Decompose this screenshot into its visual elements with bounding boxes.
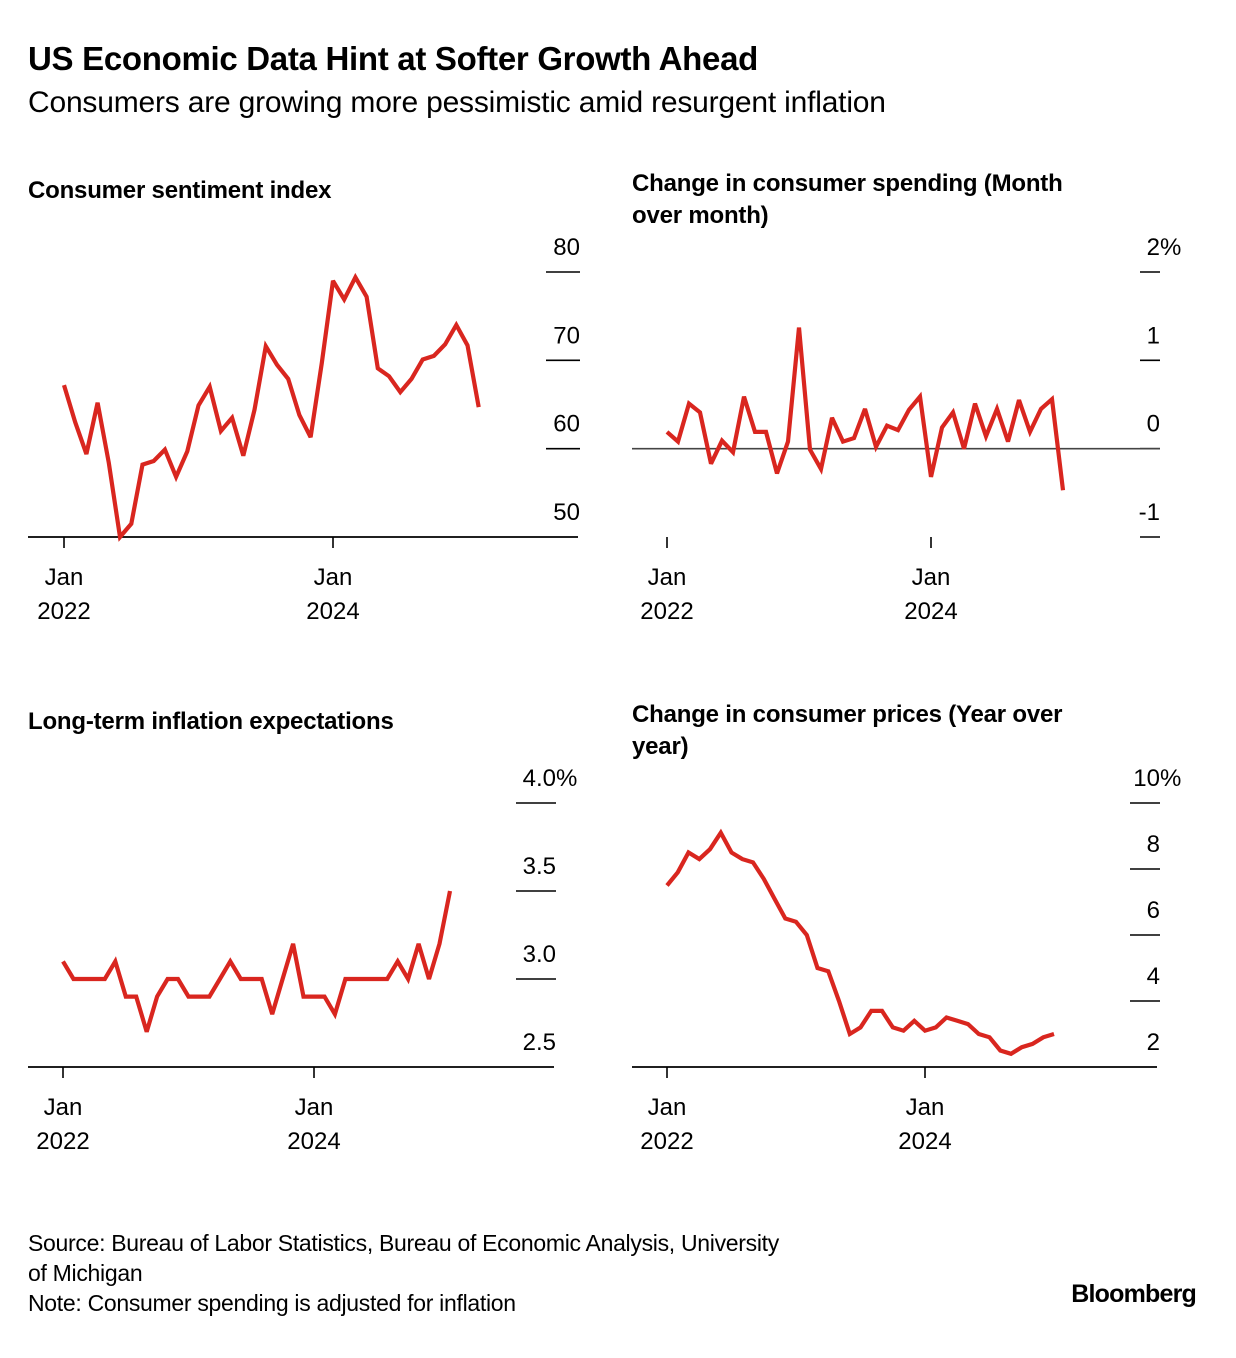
footer-notes: Source: Bureau of Labor Statistics, Bure… xyxy=(28,1228,779,1318)
x-tick-label-month: Jan xyxy=(45,564,84,591)
y-tick-label: 3.5 xyxy=(523,853,556,880)
chart-title: US Economic Data Hint at Softer Growth A… xyxy=(28,40,758,77)
y-tick-label: 1 xyxy=(1147,322,1160,349)
x-tick-label-year: 2022 xyxy=(640,598,693,625)
series-line-inflation_expectations xyxy=(61,890,453,1033)
chart-panel-cpi: 10 % 8 6 4 2 Jan 2022 Jan 2024 xyxy=(632,765,1181,1155)
y-tick-label: 80 xyxy=(553,234,580,261)
panel-title-spending: Change in consumer spending (Month over … xyxy=(632,168,1063,232)
panel-title-line: Change in consumer spending (Month xyxy=(632,170,1063,197)
x-tick-label-month: Jan xyxy=(648,1094,687,1121)
x-tick-label-year: 2024 xyxy=(904,598,957,625)
chart-panel-sentiment: 80 70 60 50 Jan 2022 Jan 2024 xyxy=(28,234,580,625)
x-tick-label-month: Jan xyxy=(906,1094,945,1121)
x-tick-label-year: 2022 xyxy=(640,1128,693,1155)
panel-title-cpi: Change in consumer prices (Year over yea… xyxy=(632,699,1062,763)
chart-panel-inflation_expectations: 4.0 % 3.5 3.0 2.5 Jan 2022 Jan 2024 xyxy=(28,765,577,1155)
y-tick-label: 4 xyxy=(1147,963,1160,990)
bloomberg-logo: Bloomberg xyxy=(1071,1280,1197,1308)
panel-title-line: Long-term inflation expectations xyxy=(28,708,394,735)
x-tick-label-month: Jan xyxy=(912,564,951,591)
note-line: Note: Consumer spending is adjusted for … xyxy=(28,1290,516,1316)
x-tick-label-year: 2024 xyxy=(898,1128,951,1155)
x-tick-label-year: 2024 xyxy=(287,1128,340,1155)
y-tick-label: -1 xyxy=(1139,499,1160,526)
panel-title-line: year) xyxy=(632,733,689,760)
y-tick-label: 70 xyxy=(553,322,580,349)
chart-subtitle: Consumers are growing more pessimistic a… xyxy=(28,86,886,119)
panel-title-sentiment: Consumer sentiment index xyxy=(28,175,331,207)
y-tick-unit: % xyxy=(1160,765,1181,792)
y-tick-label: 4.0 xyxy=(523,765,556,792)
x-tick-label-year: 2022 xyxy=(37,598,90,625)
series-line-sentiment xyxy=(61,272,481,542)
panel-title-line: Consumer sentiment index xyxy=(28,177,332,204)
y-tick-unit: % xyxy=(1160,234,1181,261)
x-tick-label-year: 2022 xyxy=(36,1128,89,1155)
chart-panel-spending: 2 % 1 0 -1 Jan 2022 Jan 2024 xyxy=(632,234,1181,625)
y-tick-label: 6 xyxy=(1147,897,1160,924)
y-tick-label: 10 xyxy=(1133,765,1160,792)
y-tick-label: 0 xyxy=(1147,411,1160,438)
panel-title-inflation-expectations: Long-term inflation expectations xyxy=(28,706,394,738)
y-tick-unit: % xyxy=(556,765,577,792)
y-tick-label: 2.5 xyxy=(523,1029,556,1056)
x-tick-label-month: Jan xyxy=(44,1094,83,1121)
x-tick-label-month: Jan xyxy=(314,564,353,591)
y-tick-label: 8 xyxy=(1147,831,1160,858)
y-tick-label: 60 xyxy=(553,411,580,438)
source-line-continued: of Michigan xyxy=(28,1260,143,1286)
y-tick-label: 3.0 xyxy=(523,941,556,968)
panel-title-line: over month) xyxy=(632,202,769,229)
x-tick-label-year: 2024 xyxy=(306,598,359,625)
panel-title-line: Change in consumer prices (Year over xyxy=(632,701,1063,728)
series-line-cpi xyxy=(665,828,1055,1057)
source-line: Source: Bureau of Labor Statistics, Bure… xyxy=(28,1230,779,1256)
y-tick-label: 2 xyxy=(1147,234,1160,261)
series-line-spending xyxy=(665,327,1066,491)
y-tick-label: 50 xyxy=(553,499,580,526)
x-tick-label-month: Jan xyxy=(648,564,687,591)
y-tick-label: 2 xyxy=(1147,1029,1160,1056)
x-tick-label-month: Jan xyxy=(295,1094,334,1121)
